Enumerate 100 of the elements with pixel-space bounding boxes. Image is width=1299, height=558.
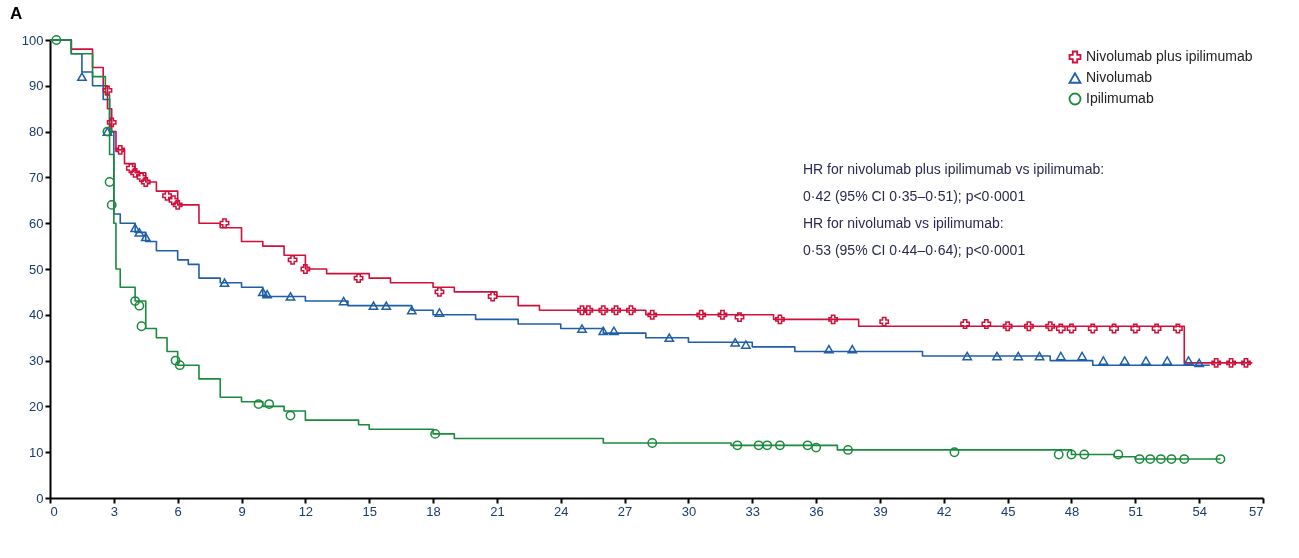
point [647,309,658,320]
point [1151,323,1162,334]
point [962,351,973,361]
point [264,399,275,410]
point [598,326,609,336]
x-tick-label: 18 [426,503,441,519]
x-tick-label: 0 [50,503,58,519]
x-tick-label: 42 [937,503,952,519]
point [1098,356,1109,365]
point [583,305,594,316]
point [170,355,181,366]
point [106,199,117,210]
point [1023,321,1034,332]
point [104,177,115,187]
x-tick-label: 57 [1249,503,1264,519]
point [1013,351,1024,361]
point [430,428,441,439]
x-tick-label: 9 [238,503,246,519]
point [647,438,658,448]
point [1162,356,1173,365]
point [992,351,1002,361]
point [76,72,87,82]
point [130,296,141,306]
point [609,326,619,336]
x-tick-label: 39 [873,503,888,519]
annotation: HR for nivolumab vs ipilimumab: [803,215,1004,231]
point [102,85,113,96]
x-tick-label: 12 [298,503,314,519]
chart-title: A [10,3,23,23]
y-tick-label: 50 [29,261,44,277]
point [577,305,587,316]
x-tick-label: 54 [1192,503,1207,519]
point [1226,357,1237,368]
point [338,296,349,306]
y-tick-label: 10 [29,444,44,460]
point [1166,454,1177,464]
point [664,333,675,343]
point [717,309,728,320]
point [285,292,296,301]
point [1077,351,1088,361]
y-tick-label: 90 [29,78,44,94]
point [1183,356,1194,365]
point [115,144,126,155]
point [1034,351,1045,361]
point [1172,323,1183,334]
y-tick-label: 100 [21,32,44,48]
y-tick-label: 20 [29,398,44,414]
y-tick-label: 30 [29,353,44,369]
point [847,344,858,354]
point [626,305,636,316]
x-tick-label: 15 [362,503,377,519]
point [106,117,117,128]
x-tick-label: 21 [490,503,505,519]
point [130,167,141,178]
point [1141,356,1151,365]
point [257,287,268,297]
x-tick-label: 24 [554,503,569,519]
point [1079,449,1090,460]
point [1066,323,1077,334]
point [811,442,822,453]
x-tick-label: 3 [110,503,118,519]
y-tick-label: 80 [29,124,44,140]
point [1194,358,1205,368]
x-tick-label: 33 [745,503,760,519]
point [828,314,839,325]
point [253,399,264,410]
legend-label: Nivolumab plus ipilimumab [1086,48,1253,64]
point [879,316,890,327]
y-tick-label: 40 [29,307,44,323]
point [1113,449,1124,460]
point [1053,449,1064,460]
point [125,163,136,174]
point [51,35,62,45]
point [134,300,145,311]
point [1145,454,1156,464]
point [1087,323,1098,334]
point [1211,357,1222,368]
point [368,301,379,311]
point [434,308,445,317]
point [598,305,609,316]
x-tick-label: 6 [174,503,182,519]
point [406,305,417,315]
point [730,337,741,347]
x-tick-label: 30 [681,503,697,519]
point [136,172,147,183]
point [1215,454,1226,464]
y-tick-label: 70 [29,169,44,185]
x-tick-label: 45 [1000,503,1016,519]
point [1179,454,1190,464]
point [1045,321,1056,332]
point [219,218,230,229]
x-tick-label: 51 [1128,503,1144,519]
point [696,309,707,320]
point [1002,321,1013,332]
annotation: 0·53 (95% CI 0·44–0·64); p<0·0001 [803,242,1026,258]
annotation: 0·42 (95% CI 0·35–0·51); p<0·0001 [803,188,1026,204]
y-tick-label: 60 [29,215,44,231]
point [762,440,773,451]
point [134,227,145,237]
point [577,324,587,333]
